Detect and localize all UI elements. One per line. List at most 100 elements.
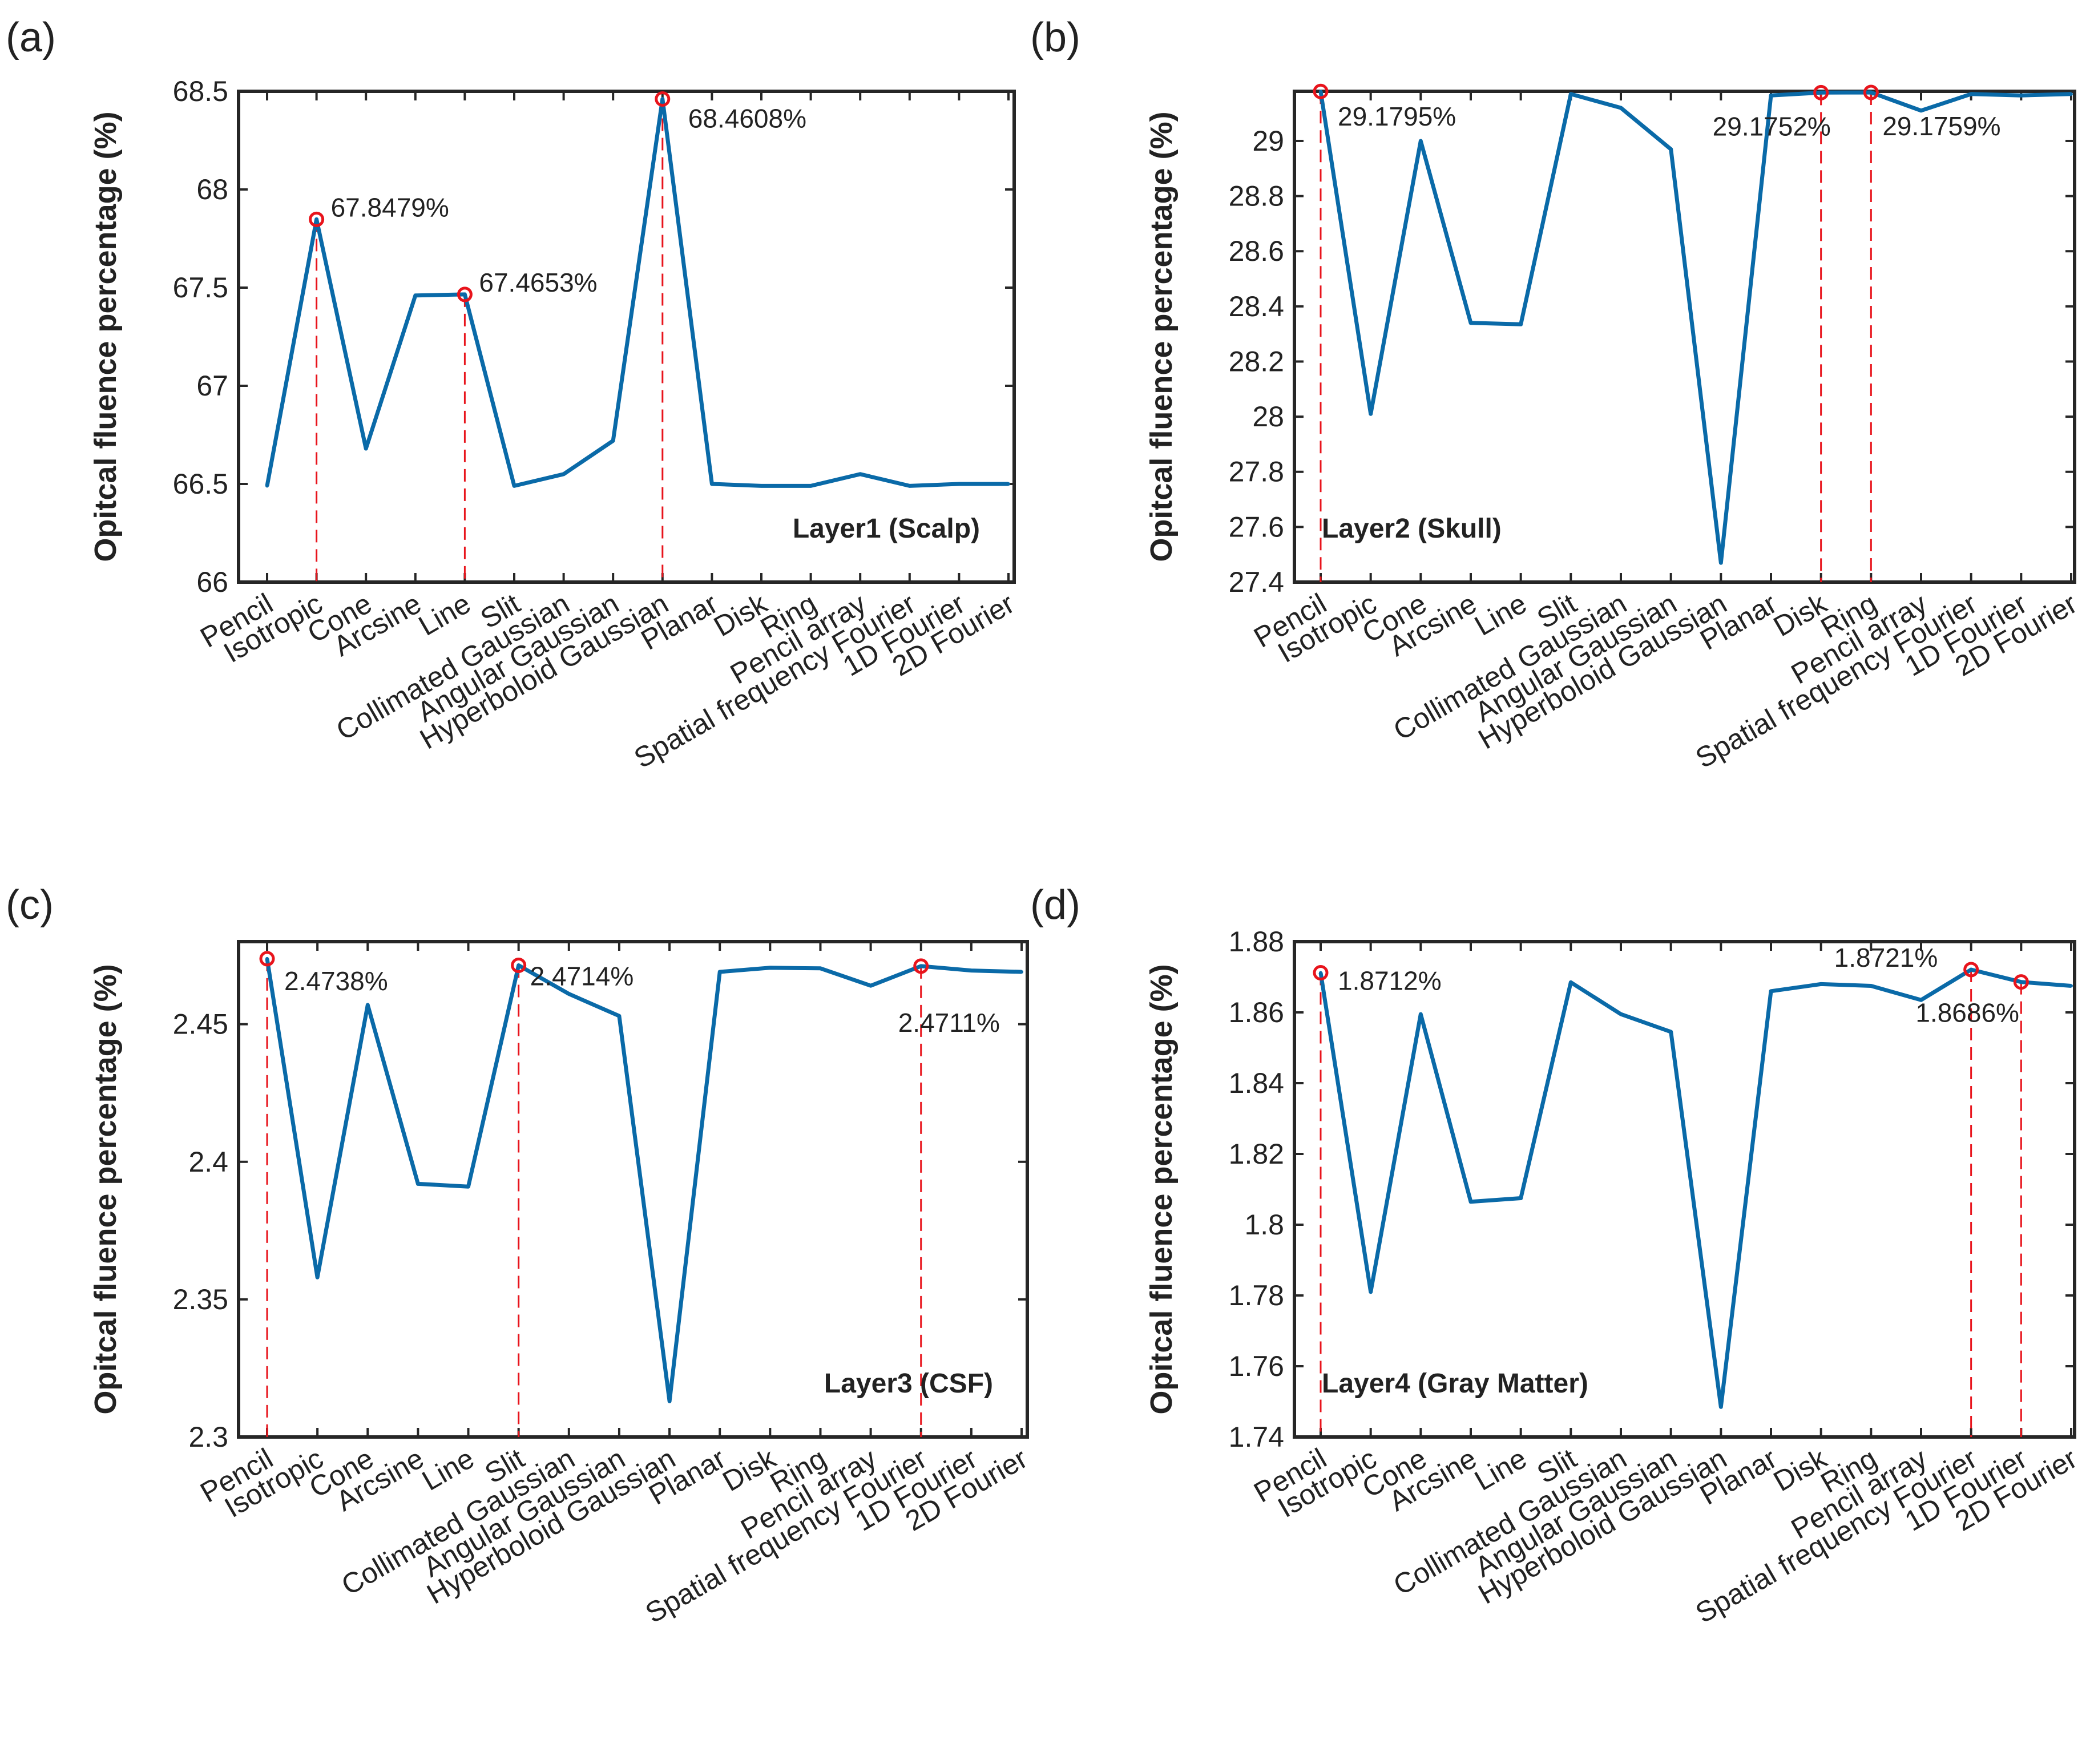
data-point [366,1003,370,1007]
y-axis-label: Opitcal fluence percentage (%) [88,964,123,1414]
data-point [858,472,862,476]
layer-title: Layer4 (Gray Matter) [1322,1369,1588,1399]
data-point [1519,322,1523,326]
data-point [1769,989,1773,993]
y-axis-label: Opitcal fluence percentage (%) [88,111,123,562]
data-point [1769,94,1773,98]
chart-panel: (d)1.741.761.781.81.821.841.861.88Pencil… [1030,882,2083,1629]
data-point [1819,982,1823,986]
y-tick-label: 28 [1252,401,1284,433]
data-point [567,992,571,996]
highlight-value-label: 1.8712% [1338,966,1442,996]
data-point [1469,321,1472,325]
y-tick-label: 28.2 [1229,345,1284,377]
data-point [1519,1196,1523,1200]
highlight-marker [309,211,325,227]
highlight-marker [1813,84,1829,100]
data-point [1919,998,1923,1002]
y-axis-label: Opitcal fluence percentage (%) [1144,111,1179,562]
data-point [1020,970,1023,974]
data-point [416,1182,420,1186]
data-point [1669,147,1673,151]
data-point [809,484,813,488]
panel-letter: (c) [6,882,54,928]
data-point [1819,91,1823,95]
data-point [710,482,714,486]
y-tick-label: 1.88 [1229,926,1284,958]
highlight-value-label: 67.4653% [479,268,597,297]
highlight-marker [1963,962,1979,978]
y-tick-label: 2.4 [188,1146,228,1178]
data-point [1569,980,1573,984]
y-tick-label: 27.4 [1229,566,1284,598]
data-point [907,484,911,488]
highlight-value-label: 67.8479% [331,192,449,222]
y-tick-label: 2.45 [173,1008,228,1040]
data-point [1719,1405,1723,1409]
data-point [316,1275,320,1279]
y-tick-label: 28.4 [1229,290,1284,322]
data-point [668,1399,672,1403]
highlight-marker [511,957,527,973]
data-point [1319,90,1322,94]
data-point [1419,139,1423,143]
highlight-marker [457,286,473,302]
panel-letter: (a) [6,15,56,60]
data-point [1319,971,1322,975]
data-point [1619,106,1623,110]
layer-title: Layer1 (Scalp) [793,514,980,544]
y-tick-label: 1.78 [1229,1279,1284,1311]
data-point [611,439,615,443]
data-line [265,958,1022,1403]
highlight-marker [2013,974,2029,990]
data-line [1318,90,2072,565]
y-tick-label: 1.74 [1229,1421,1284,1453]
data-point [768,966,772,970]
panel-letter: (d) [1030,882,1080,928]
y-tick-label: 27.8 [1229,456,1284,488]
highlight-marker [1313,83,1329,99]
layer-title: Layer2 (Skull) [1322,514,1502,544]
highlight-marker [655,91,671,107]
data-point [869,984,873,988]
highlight-value-label: 2.4711% [898,1008,1000,1038]
data-point [1369,1290,1373,1294]
highlight-value-label: 1.8721% [1834,943,1938,972]
layer-title: Layer3 (CSF) [824,1369,993,1399]
y-tick-label: 28.8 [1229,180,1284,212]
y-tick-label: 66.5 [173,468,228,500]
highlight-value-label: 2.4714% [530,961,634,991]
data-point [466,1185,470,1189]
data-point [969,968,973,972]
y-tick-label: 66 [196,566,228,598]
data-point [1719,561,1723,565]
highlight-value-label: 2.4738% [284,966,388,996]
highlight-marker [1313,965,1329,981]
data-line [265,97,1008,488]
chart-panel: (a)6666.56767.56868.5PencilIsotropicCone… [6,15,1020,774]
highlight-value-label: 29.1752% [1713,111,1831,141]
data-point [1869,984,1873,988]
data-point [265,956,269,960]
highlight-value-label: 29.1795% [1338,102,1456,131]
y-tick-label: 68.5 [173,75,228,107]
data-point [463,292,467,296]
axes-frame [237,90,1016,584]
y-tick-label: 1.76 [1229,1350,1284,1382]
panel-letter: (b) [1030,15,1080,60]
highlight-value-label: 68.4608% [688,103,806,133]
y-tick-label: 27.6 [1229,511,1284,543]
data-point [513,484,516,488]
data-point [1469,1200,1472,1204]
data-line [1318,967,2072,1409]
y-tick-label: 1.84 [1229,1067,1284,1099]
data-point [314,217,318,221]
x-tick-label: Line [417,1442,479,1497]
axes-frame [1293,90,2076,584]
data-point [2069,984,2073,988]
data-point [1969,967,1973,971]
y-tick-label: 68 [196,173,228,205]
x-tick-label: Line [413,587,476,642]
highlight-value-label: 1.8686% [1915,998,2019,1028]
data-point [919,964,923,968]
